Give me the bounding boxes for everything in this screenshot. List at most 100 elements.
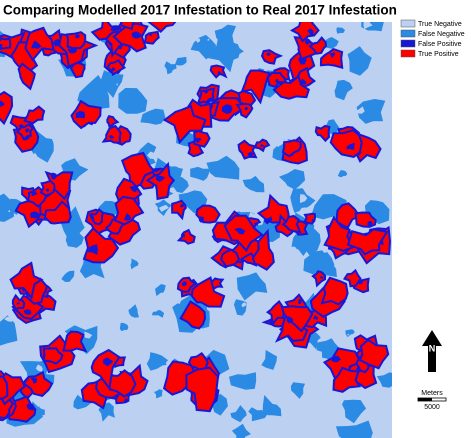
true-negative-gap (31, 240, 37, 246)
true-positive-patch (11, 293, 26, 311)
false-positive-patch (198, 216, 204, 223)
true-negative-gap (253, 201, 257, 206)
true-negative-gap (372, 386, 376, 390)
true-negative-gap (236, 188, 245, 194)
true-positive-patch (162, 104, 207, 145)
true-positive-patch (70, 99, 102, 130)
true-negative-gap (21, 226, 24, 228)
true-positive-patch (281, 214, 302, 234)
false-negative-patch (119, 322, 129, 332)
false-positive-patch (331, 355, 342, 363)
false-negative-patch (261, 349, 277, 370)
false-positive-patch (16, 302, 20, 305)
false-positive-patch (23, 309, 32, 315)
false-negative-patch (347, 46, 372, 76)
true-positive-patch (197, 87, 216, 106)
false-positive-patch (181, 281, 187, 287)
true-positive-patch (0, 90, 14, 126)
true-negative-gap (146, 151, 156, 160)
legend-swatch (400, 29, 416, 38)
true-positive-patch (235, 102, 254, 119)
true-positive-patch (105, 58, 127, 77)
true-negative-gap (173, 220, 183, 230)
legend-label: True Positive (418, 51, 459, 58)
true-negative-gap (222, 125, 229, 130)
false-negative-patch (231, 423, 251, 438)
false-negative-patch (24, 361, 37, 377)
false-positive-patch (25, 128, 30, 133)
false-negative-patch (336, 27, 346, 34)
false-negative-patch (334, 79, 353, 101)
false-positive-patch (275, 78, 279, 84)
true-positive-patch (9, 261, 44, 301)
true-negative-gap (35, 364, 43, 372)
false-negative-patch (279, 169, 306, 190)
false-positive-patch (0, 100, 5, 107)
false-positive-patch (221, 104, 233, 114)
true-negative-gap (317, 178, 320, 182)
true-negative-gap (334, 188, 343, 195)
true-negative-gap (285, 370, 292, 380)
false-negative-patch (140, 108, 166, 125)
true-negative-gap (97, 278, 104, 282)
true-negative-gap (309, 290, 314, 293)
true-positive-patch (23, 105, 46, 125)
false-positive-patch (149, 33, 152, 37)
true-negative-gap (347, 333, 350, 336)
true-positive-patch (185, 366, 220, 413)
true-negative-gap (264, 389, 273, 397)
false-negative-patch (248, 407, 268, 422)
false-positive-patch (124, 213, 131, 221)
true-positive-patch (281, 139, 302, 158)
false-positive-patch (110, 25, 118, 31)
true-negative-gap (271, 246, 281, 254)
true-positive-patch (342, 268, 362, 288)
true-negative-gap (361, 306, 365, 310)
false-positive-patch (31, 190, 38, 197)
false-negative-patch (290, 382, 305, 399)
true-positive-patch (106, 115, 120, 128)
true-positive-patch (39, 179, 56, 197)
true-negative-gap (256, 118, 261, 124)
false-negative-patch (376, 372, 392, 388)
false-negative-patch (254, 226, 268, 239)
true-negative-gap (385, 266, 392, 274)
true-negative-gap (271, 344, 278, 351)
true-negative-gap (207, 38, 210, 41)
true-negative-gap (94, 430, 96, 432)
true-negative-gap (4, 353, 13, 360)
true-positive-patch (120, 151, 156, 191)
false-positive-patch (26, 403, 35, 411)
false-positive-patch (329, 52, 336, 58)
false-negative-patch (0, 315, 18, 346)
false-positive-patch (311, 218, 316, 222)
false-negative-patch (236, 272, 268, 301)
legend-swatch (400, 19, 416, 28)
true-negative-gap (355, 106, 365, 114)
map-title: Comparing Modelled 2017 Infestation to R… (3, 3, 397, 18)
true-negative-gap (321, 245, 330, 253)
true-negative-gap (299, 194, 308, 203)
north-arrow: N (422, 330, 442, 372)
false-negative-patch (128, 304, 139, 318)
false-negative-patch (242, 175, 265, 193)
legend-label: False Positive (418, 41, 462, 48)
false-positive-patch (129, 185, 138, 193)
false-positive-patch (260, 143, 265, 147)
false-negative-patch (342, 399, 367, 424)
false-positive-patch (53, 39, 61, 47)
true-positive-patch (319, 47, 344, 69)
true-negative-gap (315, 92, 323, 99)
false-positive-patch (75, 34, 80, 39)
true-negative-gap (158, 204, 169, 212)
false-negative-patch (154, 389, 163, 399)
scale-bar: Meters 5000 (417, 390, 447, 411)
true-positive-patch (112, 22, 149, 53)
true-positive-patch (17, 62, 36, 91)
true-negative-gap (176, 253, 187, 261)
false-positive-patch (247, 151, 254, 157)
false-positive-patch (195, 137, 202, 144)
false-positive-patch (30, 377, 38, 384)
true-negative-gap (135, 81, 143, 86)
